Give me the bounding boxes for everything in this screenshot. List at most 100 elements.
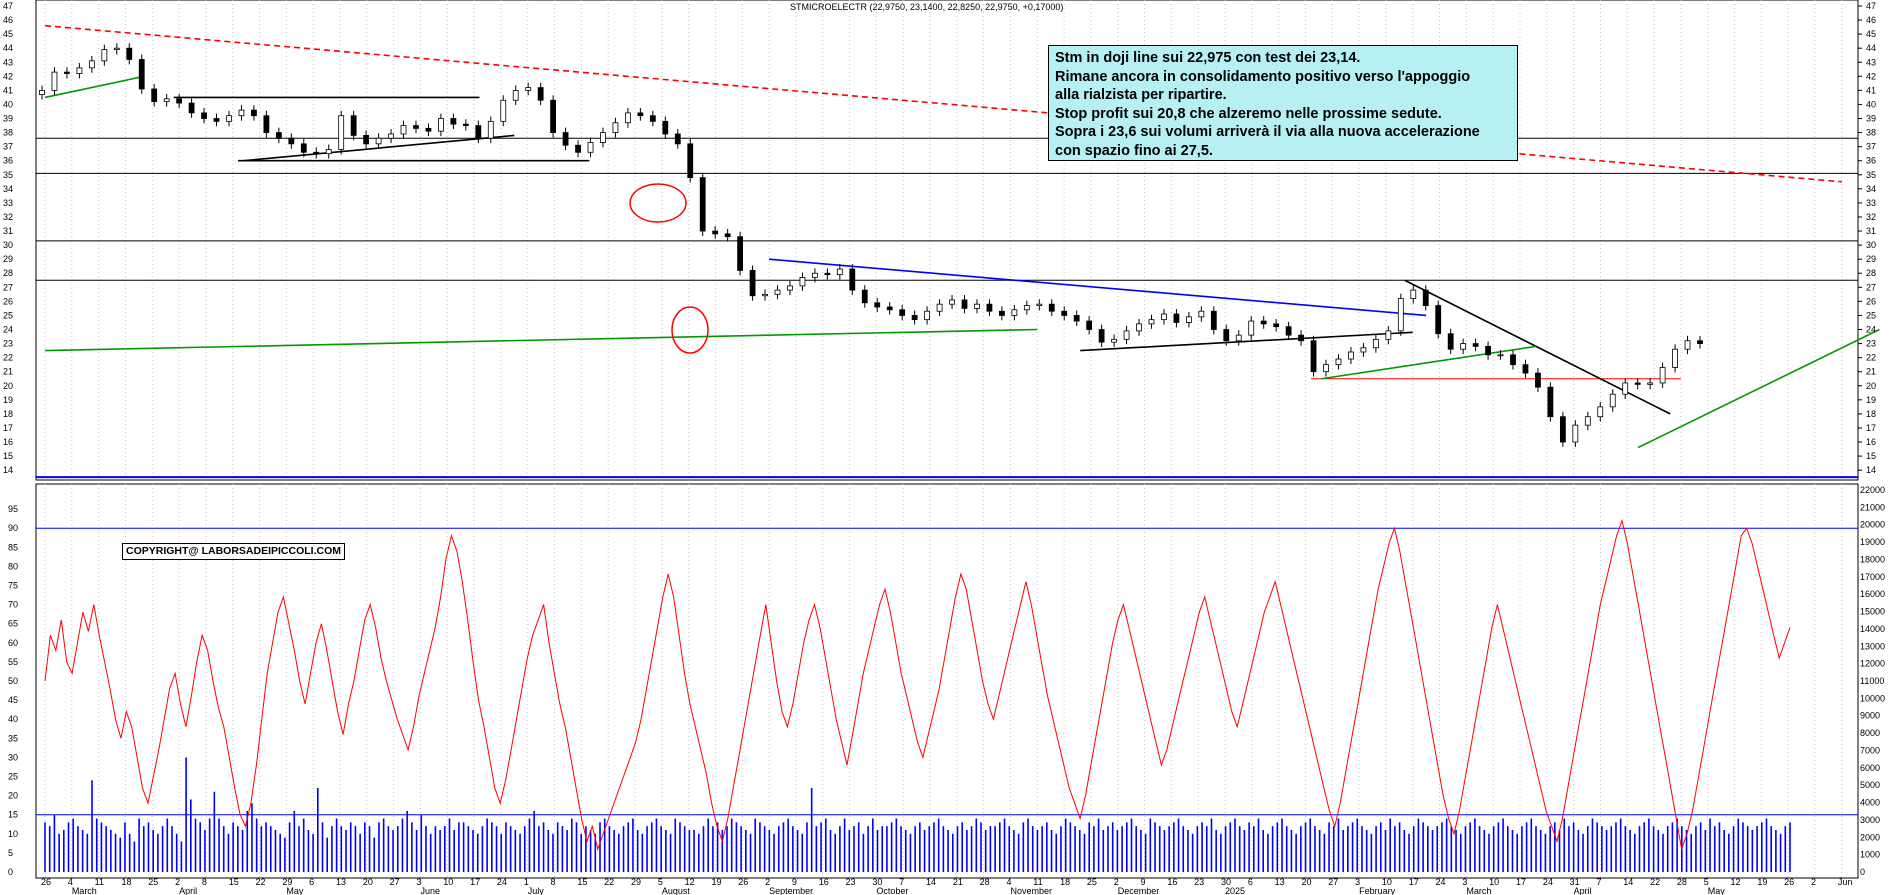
x-day-label: 1 (524, 877, 529, 887)
x-day-label: 3 (1355, 877, 1360, 887)
price-tick-label-right: 43 (1866, 57, 1876, 67)
candle-body (400, 125, 407, 135)
candle-body (462, 123, 469, 126)
price-tick-label-right: 32 (1866, 212, 1876, 222)
volume-tick-label-right: 14000 (1860, 624, 1885, 634)
price-tick-label-right: 46 (1866, 15, 1876, 25)
note-line-3: alla rialzista per ripartire. (1055, 87, 1227, 103)
candle-body (1472, 343, 1479, 347)
highlight-circle (629, 183, 687, 223)
x-day-label: 3 (1462, 877, 1467, 887)
candle-body (1397, 298, 1404, 332)
price-tick-label-right: 33 (1866, 198, 1876, 208)
volume-tick-label-right: 5000 (1860, 780, 1880, 790)
copyright-label: COPYRIGHT@ LABORSADEIPICCOLI.COM (122, 543, 345, 560)
candle-body (288, 137, 295, 145)
candle-body (1011, 309, 1018, 316)
x-day-label: 10 (1382, 877, 1392, 887)
candle-body (1048, 303, 1055, 312)
candle-body (699, 177, 706, 232)
price-tick-label-right: 44 (1866, 43, 1876, 53)
candle-body (886, 306, 893, 311)
candle-body (1210, 310, 1217, 330)
candle-body (275, 132, 282, 139)
x-day-label: 26 (1784, 877, 1794, 887)
candle-body (537, 87, 544, 101)
candle-body (1672, 348, 1678, 368)
x-day-label: 30 (1221, 877, 1231, 887)
x-day-label: Jun (1838, 877, 1853, 887)
price-levels (36, 137, 1858, 479)
volume-tick-label-right: 15000 (1860, 607, 1885, 617)
price-tick-label-right: 37 (1866, 142, 1876, 152)
candle-body (724, 233, 731, 238)
candle-body (1161, 313, 1167, 321)
x-day-label: 21 (953, 877, 963, 887)
candle-body (325, 149, 332, 155)
candle-body (1111, 338, 1117, 343)
trendline (1321, 345, 1537, 380)
price-trendlines (44, 24, 1880, 449)
candle-body (1123, 330, 1130, 340)
price-panel-frame (35, 0, 1859, 481)
x-day-label: 13 (336, 877, 346, 887)
x-day-label: 6 (1248, 877, 1253, 887)
candle-body (662, 120, 669, 135)
candle-body (1634, 382, 1641, 385)
volume-tick-label-right: 11000 (1860, 676, 1884, 686)
candle-body (974, 303, 980, 309)
price-tick-label-left: 27 (3, 282, 13, 292)
price-tick-label-right: 47 (1866, 1, 1876, 11)
x-day-label: 17 (470, 877, 480, 887)
x-day-label: 7 (899, 877, 904, 887)
candle-body (76, 67, 83, 74)
price-candles (39, 43, 1703, 447)
candle-body (911, 315, 918, 321)
price-tick-label-left: 21 (3, 367, 13, 377)
candle-body (1348, 351, 1354, 360)
price-tick-label-left: 29 (3, 254, 13, 264)
oscillator-panel-frame (35, 483, 1859, 879)
osc-tick-label-left: 15 (8, 810, 18, 820)
candle-body (1223, 329, 1230, 342)
price-tick-label-right: 30 (1866, 240, 1876, 250)
candle-body (924, 310, 930, 321)
osc-tick-label-left: 30 (8, 752, 18, 762)
x-day-label: 24 (497, 877, 507, 887)
trendline (1404, 279, 1671, 415)
x-day-label: 22 (256, 877, 266, 887)
candle-body (213, 118, 220, 122)
volume-tick-label-right: 10000 (1860, 693, 1885, 703)
candle-body (251, 109, 257, 117)
candle-body (1535, 372, 1541, 388)
price-tick-label-right: 17 (1866, 423, 1876, 433)
candle-body (637, 112, 644, 117)
candle-body (1559, 416, 1566, 443)
price-tick-label-left: 23 (3, 339, 13, 349)
candle-body (1323, 364, 1329, 373)
price-tick-label-left: 16 (3, 437, 13, 447)
trendline (44, 328, 1038, 352)
volume-tick-label-right: 13000 (1860, 641, 1885, 651)
x-day-label: 12 (1731, 877, 1741, 887)
volume-tick-label-right: 18000 (1860, 554, 1885, 564)
price-tick-label-right: 20 (1866, 381, 1876, 391)
candle-body (113, 47, 120, 51)
price-tick-label-right: 25 (1866, 310, 1876, 320)
note-line-4: Stop profit sui 20,8 che alzeremo nelle … (1055, 105, 1442, 122)
oscillator-series-line (44, 518, 1791, 852)
x-day-label: 13 (1275, 877, 1285, 887)
x-day-label: 2 (1811, 877, 1816, 887)
x-day-label: 26 (738, 877, 748, 887)
x-day-label: 28 (980, 877, 990, 887)
x-day-label: 25 (1087, 877, 1097, 887)
price-tick-label-left: 28 (3, 268, 13, 278)
candle-body (1510, 354, 1516, 366)
note-line-5: Sopra i 23,6 sui volumi arriverà il via … (1055, 124, 1480, 140)
oscillator-line (44, 518, 1791, 852)
price-tick-label-left: 25 (3, 310, 13, 320)
candle-body (1460, 343, 1467, 350)
candle-body (998, 310, 1005, 316)
x-day-label: 23 (1194, 877, 1204, 887)
